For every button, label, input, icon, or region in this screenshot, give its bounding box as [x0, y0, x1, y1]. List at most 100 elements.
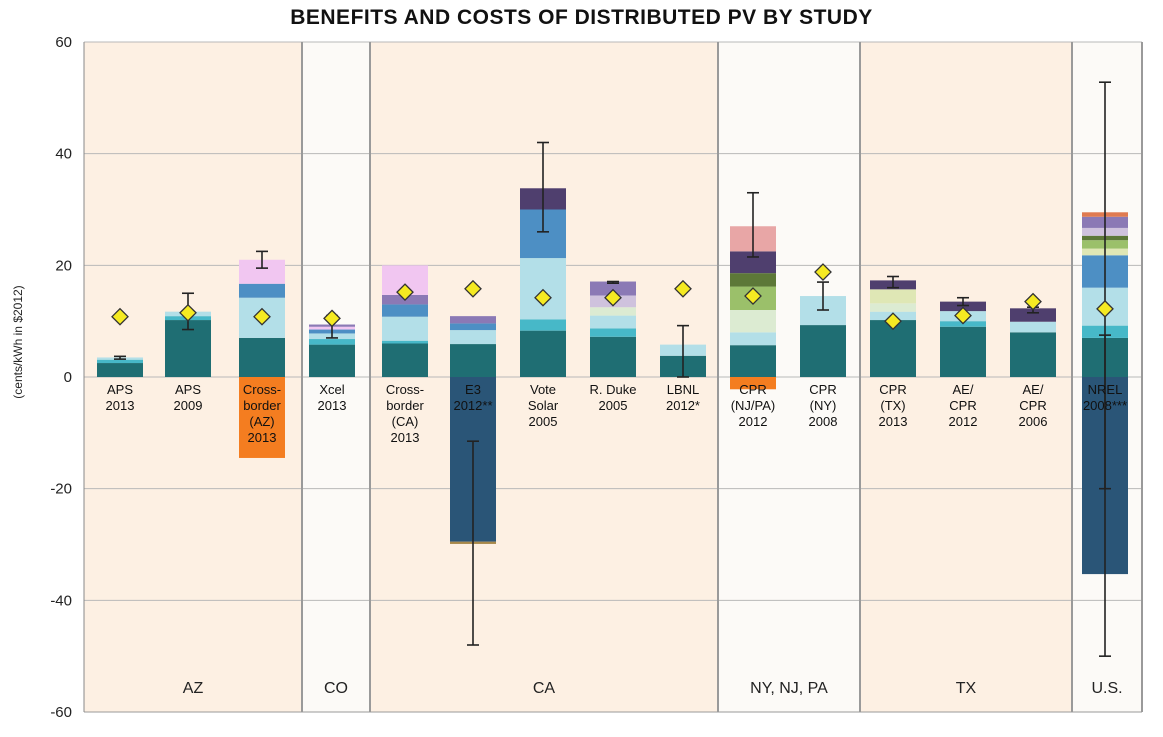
- category-label: 2012: [949, 414, 978, 429]
- y-axis: 60 40 20 0 -20 -40 -60: [50, 34, 85, 721]
- diamond-marker: [323, 309, 341, 328]
- category-label: 2013: [248, 430, 277, 445]
- y-tick-label: 40: [55, 146, 72, 163]
- diamond-marker: [1096, 299, 1114, 318]
- bar-segment: [382, 304, 428, 317]
- category-label: (CA): [392, 414, 419, 429]
- category-label: CPR: [739, 382, 766, 397]
- category-label: 2006: [1019, 414, 1048, 429]
- category-label: (TX): [880, 398, 905, 413]
- category-label: 2012**: [453, 398, 492, 413]
- category-label: Cross-: [243, 382, 281, 397]
- category-label: 2012: [739, 414, 768, 429]
- bar-segment: [730, 251, 776, 274]
- bar-segment: [1010, 321, 1056, 333]
- category-label: (AZ): [249, 414, 274, 429]
- bar-segment: [309, 339, 355, 345]
- category-label: LBNL: [667, 382, 700, 397]
- bar-segment: [450, 323, 496, 331]
- bar-segment: [730, 273, 776, 287]
- diamond-marker: [884, 312, 902, 331]
- bar-segment: [520, 258, 566, 320]
- bar-segment: [590, 336, 636, 377]
- bar-segment: [450, 344, 496, 377]
- category-label: (NJ/PA): [731, 398, 776, 413]
- category-label: 2008***: [1083, 398, 1127, 413]
- bar-segment: [800, 325, 846, 377]
- region-label: CA: [533, 680, 556, 697]
- chart-title: BENEFITS AND COSTS OF DISTRIBUTED PV BY …: [290, 6, 873, 29]
- bar-segment: [940, 301, 986, 312]
- category-label: 2009: [174, 398, 203, 413]
- category-label: E3: [465, 382, 481, 397]
- bar-segment: [1010, 332, 1056, 377]
- bar-segment: [450, 330, 496, 345]
- bar-segment: [309, 344, 355, 377]
- category-label: (NY): [810, 398, 837, 413]
- category-label: 2012*: [666, 398, 700, 413]
- category-label: Solar: [528, 398, 559, 413]
- bar-segment: [520, 319, 566, 331]
- diamond-marker: [179, 303, 197, 322]
- region-label: U.S.: [1091, 680, 1122, 697]
- category-labels: APS2013APS2009Cross-border(AZ)2013Xcel20…: [106, 382, 1128, 445]
- error-bars: [114, 81, 1111, 657]
- region-label: NY, NJ, PA: [750, 680, 828, 697]
- bar-segment: [97, 359, 143, 364]
- diamond-marker: [674, 279, 692, 298]
- bar-segment: [730, 310, 776, 333]
- bar-segment: [382, 316, 428, 341]
- category-label: CPR: [809, 382, 836, 397]
- y-tick-label: 0: [64, 369, 72, 386]
- diamond-marker: [604, 288, 622, 307]
- category-label: border: [243, 398, 281, 413]
- category-label: Cross-: [386, 382, 424, 397]
- category-label: Vote: [530, 382, 556, 397]
- category-label: AE/: [1023, 382, 1044, 397]
- bar-segment: [450, 316, 496, 324]
- category-label: APS: [175, 382, 201, 397]
- category-label: AE/: [953, 382, 974, 397]
- bar-segment: [382, 343, 428, 377]
- diamond-marker: [1024, 292, 1042, 311]
- bar-segment: [239, 283, 285, 298]
- diamond-marker: [814, 263, 832, 281]
- category-label: Xcel: [319, 382, 344, 397]
- category-label: 2008: [809, 414, 838, 429]
- bar-segment: [730, 332, 776, 346]
- diamond-marker: [253, 307, 271, 326]
- y-tick-label: 60: [55, 34, 72, 51]
- bar-segment: [590, 281, 636, 296]
- diamond-marker: [464, 279, 482, 298]
- bar-segment: [382, 340, 428, 344]
- region-labels: AZ CO CA NY, NJ, PA TX U.S.: [183, 680, 1123, 697]
- bar-segment: [940, 326, 986, 377]
- diamond-marker: [534, 288, 552, 307]
- y-tick-label: 20: [55, 257, 72, 274]
- category-label: CPR: [879, 382, 906, 397]
- region-label: AZ: [183, 680, 204, 697]
- category-label: 2013: [318, 398, 347, 413]
- bar-segment-negative: [239, 377, 285, 458]
- bar-segment: [239, 337, 285, 377]
- bar-segment: [590, 328, 636, 337]
- category-label: APS: [107, 382, 133, 397]
- region-label: CO: [324, 680, 348, 697]
- bar-segment: [97, 363, 143, 377]
- bar-segment: [870, 303, 916, 312]
- diamond-marker: [111, 307, 129, 326]
- category-label: 2005: [529, 414, 558, 429]
- category-label: NREL: [1088, 382, 1123, 397]
- category-label: border: [386, 398, 424, 413]
- y-tick-label: -60: [50, 704, 72, 721]
- bar-segment: [870, 289, 916, 304]
- diamond-marker: [954, 306, 972, 325]
- bar-segment: [590, 307, 636, 316]
- diamond-markers: [111, 263, 1114, 331]
- region-label: TX: [956, 680, 977, 697]
- diamond-marker: [744, 287, 762, 305]
- diamond-marker: [396, 283, 414, 302]
- category-label: 2005: [599, 398, 628, 413]
- category-label: 2013: [391, 430, 420, 445]
